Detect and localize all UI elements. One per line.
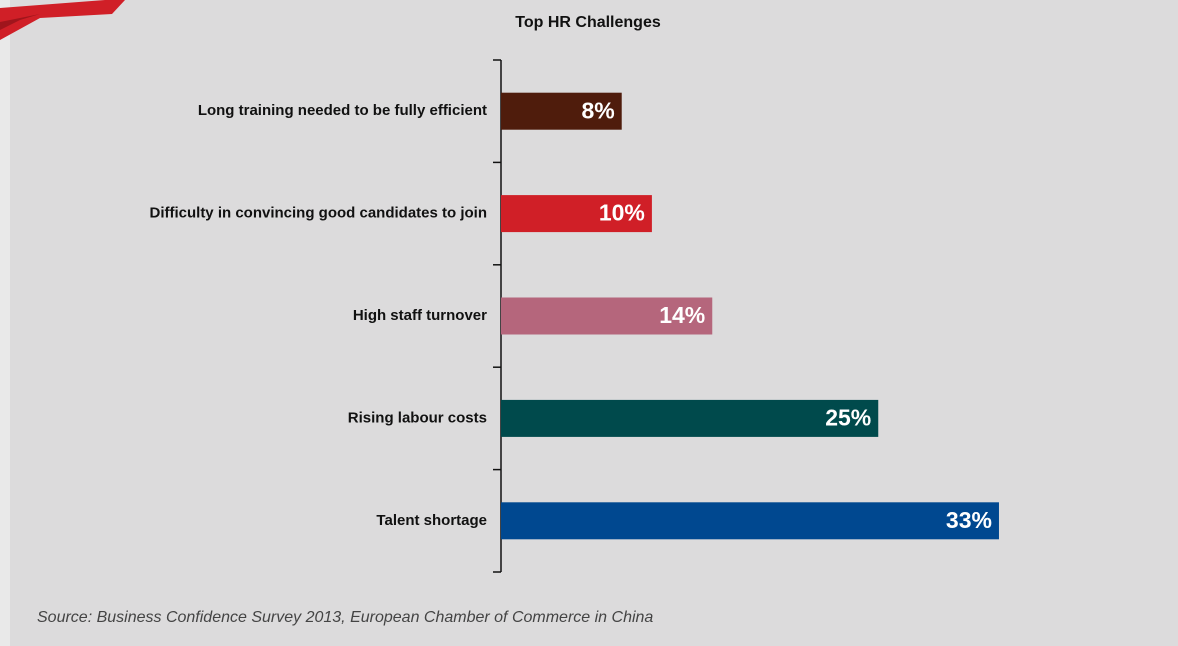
value-label: 10% (599, 200, 645, 226)
category-label: Difficulty in convincing good candidates… (149, 205, 487, 222)
value-label: 8% (581, 97, 614, 123)
bar (501, 92, 622, 130)
category-label: Rising labour costs (348, 409, 487, 426)
value-label: 25% (825, 404, 871, 430)
decoration (0, 0, 125, 40)
value-label: 14% (659, 302, 705, 328)
bar (501, 297, 713, 335)
source-note: Source: Business Confidence Survey 2013,… (37, 609, 653, 626)
bar (501, 195, 652, 233)
left-strip (0, 0, 10, 646)
value-label: 33% (946, 507, 992, 533)
bar (501, 502, 999, 540)
category-label: High staff turnover (353, 307, 487, 324)
bar (501, 399, 879, 437)
category-label: Long training needed to be fully efficie… (198, 102, 487, 119)
chart-title: Top HR Challenges (515, 14, 661, 31)
category-label: Talent shortage (376, 512, 487, 529)
decoration (0, 14, 40, 30)
